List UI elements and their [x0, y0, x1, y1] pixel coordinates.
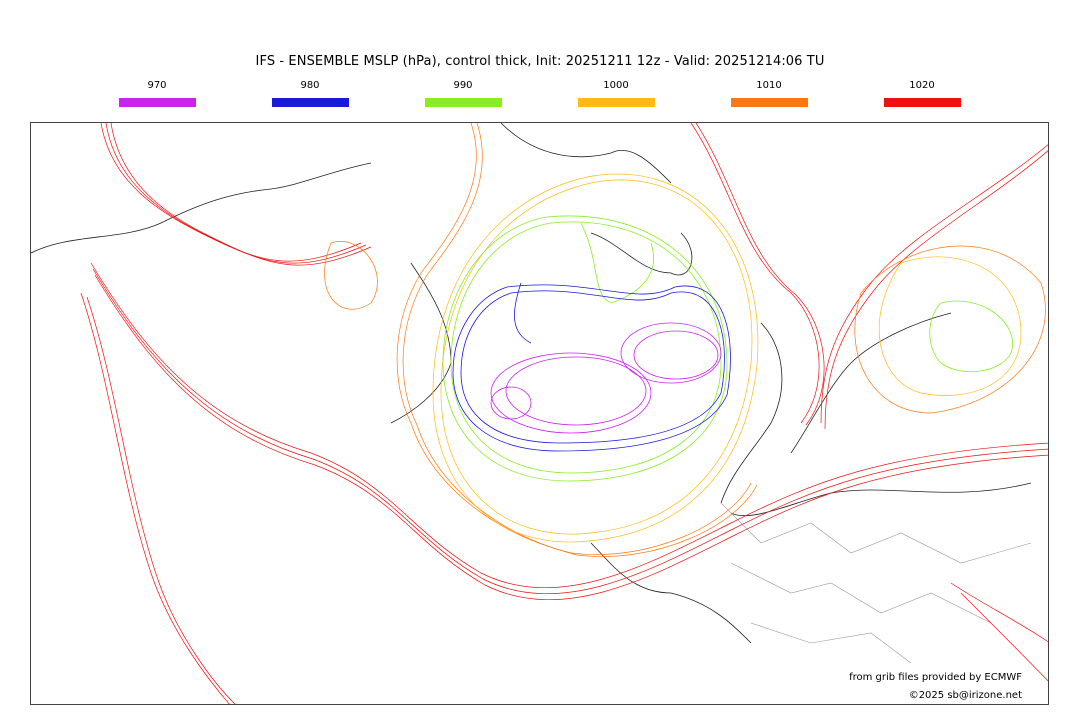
legend-swatch — [577, 98, 655, 107]
chart-title: IFS - ENSEMBLE MSLP (hPa), control thick… — [255, 54, 825, 69]
legend-item-1000: 1000 — [577, 80, 655, 107]
isobars-1010 — [324, 123, 1046, 557]
coastlines — [31, 123, 1032, 644]
borders — [720, 502, 1032, 664]
isobars-980 — [452, 282, 731, 452]
legend-label: 1010 — [756, 80, 782, 91]
legend-label: 970 — [147, 80, 167, 91]
isobars-990 — [442, 215, 1013, 482]
legend-label: 1020 — [909, 80, 935, 91]
legend-label: 990 — [453, 80, 473, 91]
isobars-970 — [490, 322, 722, 434]
isobars-1000 — [432, 173, 1022, 543]
legend-item-970: 970 — [118, 80, 196, 107]
copyright-credit: ©2025 sb@irizone.net — [908, 690, 1022, 701]
legend-label: 980 — [300, 80, 320, 91]
legend-swatch — [730, 98, 808, 107]
data-source-credit: from grib files provided by ECMWF — [849, 672, 1022, 683]
legend-item-980: 980 — [271, 80, 349, 107]
legend-swatch — [271, 98, 349, 107]
isobars-1020 — [80, 123, 1048, 704]
legend-item-990: 990 — [424, 80, 502, 107]
legend-swatch — [118, 98, 196, 107]
map-canvas — [31, 123, 1048, 704]
legend-label: 1000 — [603, 80, 629, 91]
legend-swatch — [424, 98, 502, 107]
legend-swatch — [883, 98, 961, 107]
legend-item-1020: 1020 — [883, 80, 961, 107]
legend-item-1010: 1010 — [730, 80, 808, 107]
mslp-map — [30, 122, 1049, 705]
